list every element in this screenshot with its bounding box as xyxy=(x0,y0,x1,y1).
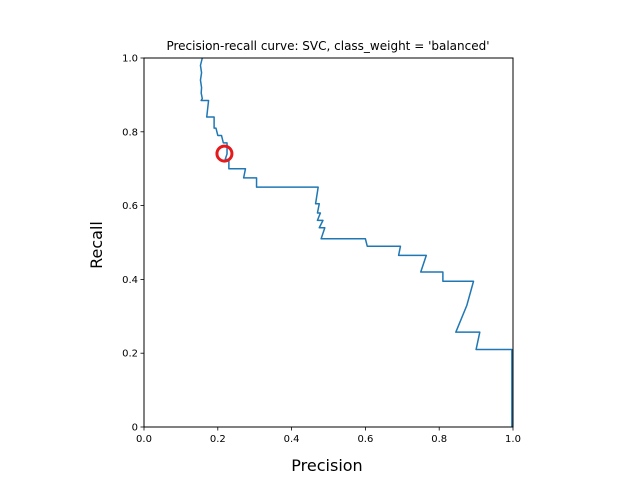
chart-title: Precision-recall curve: SVC, class_weigh… xyxy=(166,39,489,53)
x-tick-label: 0.6 xyxy=(357,434,373,445)
x-tick-label: 1.0 xyxy=(505,434,521,445)
pr-curve-line-0 xyxy=(199,57,513,427)
x-axis-ticks: 0.0 0.2 0.4 0.6 0.8 1.0 xyxy=(136,427,521,445)
y-tick-label: 0.2 xyxy=(122,349,138,360)
x-tick-label: 0.0 xyxy=(136,434,152,445)
x-tick-label: 0.8 xyxy=(431,434,447,445)
y-tick-label: 0.4 xyxy=(122,275,138,286)
x-axis-title: Precision xyxy=(291,456,362,475)
y-tick-label: 0 xyxy=(132,423,138,434)
threshold-marker-0 xyxy=(215,144,234,163)
y-tick-label: 1.0 xyxy=(122,54,138,65)
axes-frame xyxy=(143,57,514,428)
x-tick-label: 0.4 xyxy=(284,434,300,445)
plot-area xyxy=(199,57,513,427)
y-tick-label: 0.6 xyxy=(122,201,138,212)
y-tick-label: 0.8 xyxy=(122,127,138,138)
y-axis-title: Recall xyxy=(87,221,106,269)
y-axis-ticks: 0 0.2 0.4 0.6 0.8 1.0 xyxy=(122,54,144,434)
x-tick-label: 0.2 xyxy=(210,434,226,445)
